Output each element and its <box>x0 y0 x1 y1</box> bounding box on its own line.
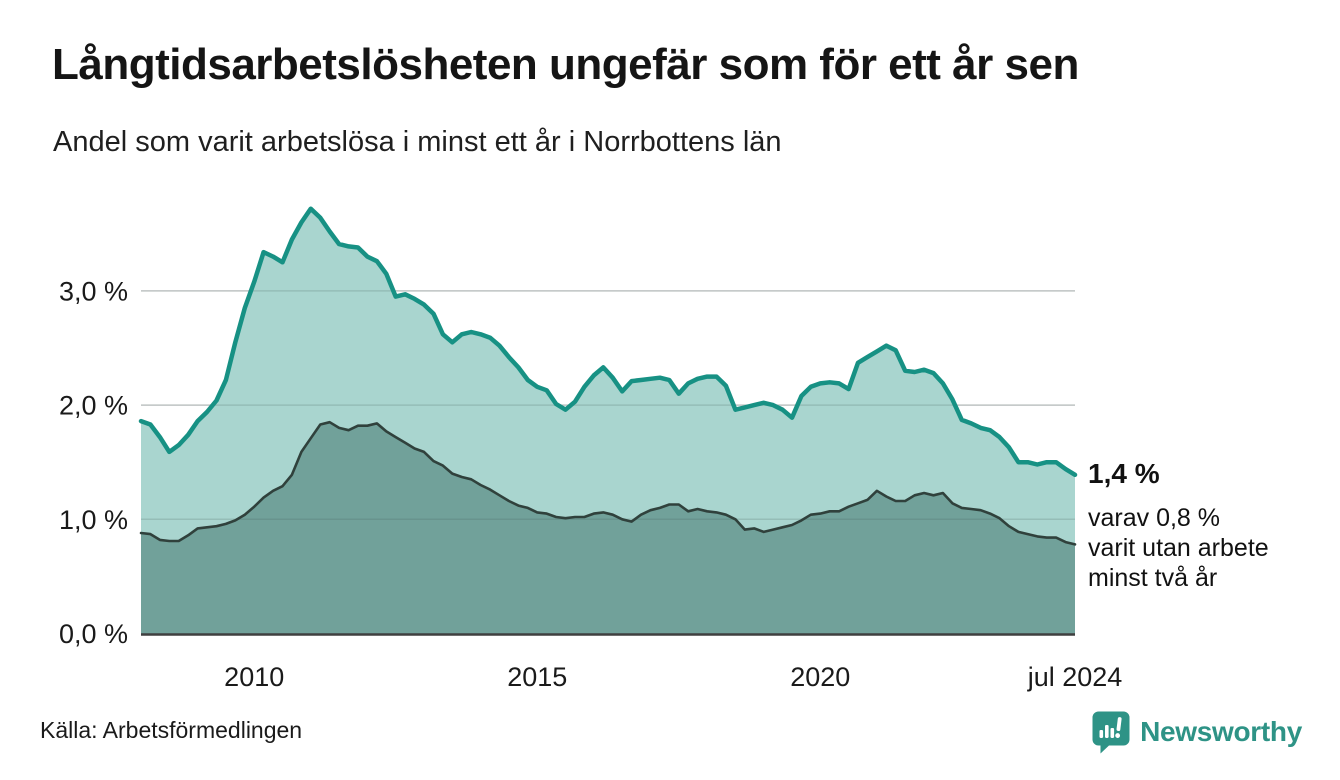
newsworthy-logo: Newsworthy <box>1091 708 1302 756</box>
line-series-min-two-years <box>139 420 1077 546</box>
newsworthy-bubble-chart-icon <box>1092 711 1130 753</box>
svg-text:3,0 %: 3,0 % <box>59 276 128 306</box>
svg-text:0,0 %: 0,0 % <box>59 619 128 649</box>
area-series-min-two-years <box>141 422 1075 634</box>
svg-text:1,0 %: 1,0 % <box>59 505 128 535</box>
svg-text:2015: 2015 <box>507 662 567 692</box>
chart-subtitle: Andel som varit arbetslösa i minst ett å… <box>53 126 782 158</box>
source-caption: Källa: Arbetsförmedlingen <box>40 717 303 743</box>
annotation-line-2: varit utan arbete <box>1088 534 1269 562</box>
page-title: Långtidsarbetslösheten ungefär som för e… <box>52 40 1079 89</box>
svg-text:jul 2024: jul 2024 <box>1027 662 1123 692</box>
line-series-min-one-year <box>138 206 1078 478</box>
svg-text:2,0 %: 2,0 % <box>59 391 128 421</box>
latest-subset-annotation: varav 0,8 % varit utan arbete minst två … <box>1088 503 1269 593</box>
y-axis-tick-labels: 0,0 % 1,0 % 2,0 % 3,0 % <box>59 276 128 649</box>
gridlines-overlay <box>141 290 1075 521</box>
newsworthy-logo-text: Newsworthy <box>1140 716 1302 747</box>
annotation-line-3: minst två år <box>1088 564 1218 592</box>
latest-value-label: 1,4 % <box>1088 458 1160 489</box>
svg-text:2010: 2010 <box>224 662 284 692</box>
annotation-line-1: varav 0,8 % <box>1088 504 1221 532</box>
svg-text:2020: 2020 <box>790 662 850 692</box>
x-axis-tick-labels: 2010 2015 2020 jul 2024 <box>224 662 1122 692</box>
